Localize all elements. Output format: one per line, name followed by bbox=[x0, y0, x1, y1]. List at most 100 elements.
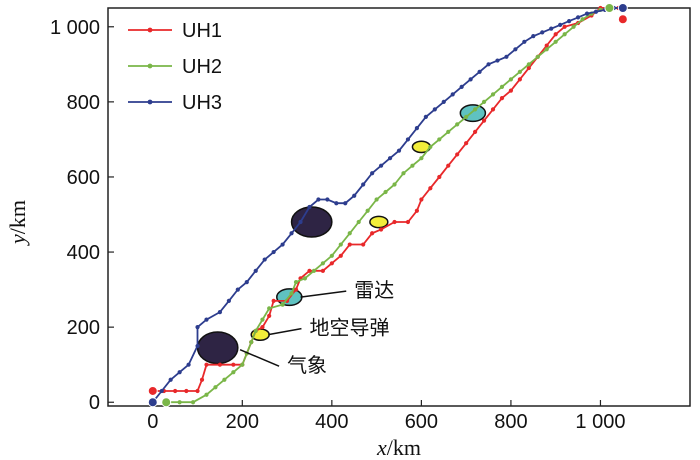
data-point-uh1 bbox=[370, 231, 375, 236]
data-point-uh1 bbox=[464, 141, 469, 146]
end-marker-uh3 bbox=[617, 3, 628, 13]
data-point-uh1 bbox=[481, 118, 487, 123]
plot-frame bbox=[107, 7, 691, 407]
annotation-leader bbox=[300, 290, 347, 298]
data-point-uh1 bbox=[361, 242, 366, 247]
data-point-uh1 bbox=[293, 287, 299, 292]
data-point-uh3 bbox=[522, 39, 527, 44]
weather-obstacle bbox=[290, 206, 333, 238]
data-point-uh2 bbox=[302, 276, 308, 281]
series-lines bbox=[147, 3, 628, 408]
annotation-label: 地空导弹 bbox=[309, 316, 389, 340]
x-tick-label: 400 bbox=[315, 411, 348, 433]
annotation-label: 雷达 bbox=[354, 278, 394, 302]
annotation-label: 气象 bbox=[287, 353, 327, 377]
data-point-uh3 bbox=[204, 317, 209, 322]
data-point-uh1 bbox=[490, 107, 496, 112]
legend-label-uh1: UH1 bbox=[182, 20, 222, 42]
data-point-uh3 bbox=[567, 19, 572, 24]
data-point-uh3 bbox=[423, 114, 428, 119]
data-point-uh2 bbox=[253, 328, 258, 334]
data-point-uh3 bbox=[271, 249, 276, 255]
data-point-uh3 bbox=[217, 310, 223, 315]
data-point-uh2 bbox=[464, 114, 469, 119]
data-point-uh2 bbox=[544, 47, 549, 52]
data-point-uh3 bbox=[513, 47, 518, 52]
data-point-uh3 bbox=[262, 257, 267, 262]
data-point-uh1 bbox=[231, 362, 236, 367]
data-point-uh1 bbox=[392, 219, 397, 225]
axis-ticks: 0 200 400 600 800 1 000 0 200 400 600 800 1 000 bbox=[50, 17, 626, 433]
data-point-uh3 bbox=[540, 30, 545, 35]
data-point-uh1 bbox=[271, 298, 276, 303]
data-point-uh1 bbox=[499, 96, 505, 101]
data-point-uh2 bbox=[490, 92, 496, 97]
data-point-uh3 bbox=[195, 343, 200, 349]
data-point-uh2 bbox=[392, 182, 397, 187]
data-point-uh1 bbox=[173, 388, 178, 394]
data-point-uh2 bbox=[190, 400, 196, 405]
data-point-uh1 bbox=[347, 242, 352, 247]
legend-label-uh3: UH3 bbox=[182, 92, 222, 114]
data-point-uh2 bbox=[289, 291, 294, 296]
data-point-uh2 bbox=[320, 261, 325, 266]
data-point-uh2 bbox=[428, 144, 433, 150]
data-point-uh2 bbox=[455, 122, 460, 127]
data-point-uh1 bbox=[455, 152, 460, 157]
data-point-uh3 bbox=[235, 287, 240, 292]
end-marker-uh1 bbox=[617, 14, 628, 25]
data-point-uh2 bbox=[213, 385, 218, 390]
data-point-uh1 bbox=[414, 208, 420, 213]
data-point-uh3 bbox=[298, 219, 303, 225]
data-point-uh1 bbox=[517, 77, 522, 82]
data-point-uh1 bbox=[267, 313, 272, 318]
data-point-uh2 bbox=[280, 302, 285, 307]
data-point-uh3 bbox=[352, 193, 357, 198]
data-point-uh2 bbox=[401, 171, 406, 176]
legend-marker-uh1 bbox=[147, 27, 153, 33]
data-point-uh3 bbox=[168, 377, 173, 382]
data-point-uh3 bbox=[280, 242, 285, 247]
data-point-uh3 bbox=[289, 231, 294, 236]
data-point-uh2 bbox=[473, 107, 478, 112]
data-point-uh3 bbox=[253, 268, 258, 273]
data-point-uh2 bbox=[338, 242, 343, 247]
data-point-uh2 bbox=[222, 377, 227, 382]
y-tick-label: 200 bbox=[67, 317, 100, 339]
data-point-uh3 bbox=[575, 15, 581, 20]
data-point-uh3 bbox=[159, 388, 164, 394]
data-point-uh2 bbox=[508, 77, 514, 82]
data-point-uh3 bbox=[450, 92, 455, 97]
data-point-uh3 bbox=[316, 197, 321, 202]
data-point-uh2 bbox=[267, 306, 272, 311]
data-point-uh2 bbox=[517, 69, 522, 74]
weather-obstacle bbox=[196, 331, 239, 365]
y-tick-label: 0 bbox=[89, 392, 100, 414]
annotation-leader bbox=[268, 327, 302, 336]
data-point-uh3 bbox=[396, 148, 402, 153]
data-point-uh3 bbox=[405, 137, 411, 142]
data-point-uh2 bbox=[374, 197, 379, 202]
data-point-uh3 bbox=[244, 279, 249, 285]
data-point-uh2 bbox=[249, 340, 254, 345]
data-point-uh2 bbox=[293, 279, 299, 285]
data-point-uh2 bbox=[446, 129, 451, 135]
y-tick-label: 1 000 bbox=[50, 17, 100, 39]
data-point-uh3 bbox=[226, 298, 231, 303]
data-point-uh3 bbox=[459, 84, 464, 89]
y-tick-label: 800 bbox=[67, 92, 100, 114]
data-point-uh3 bbox=[195, 325, 200, 330]
legend-label-uh2: UH2 bbox=[182, 56, 222, 78]
data-point-uh1 bbox=[553, 32, 558, 37]
start-marker-uh3 bbox=[147, 397, 158, 408]
data-point-uh2 bbox=[240, 362, 245, 367]
data-point-uh1 bbox=[378, 227, 384, 232]
data-point-uh2 bbox=[329, 253, 334, 258]
data-point-uh1 bbox=[307, 268, 312, 273]
data-point-uh3 bbox=[387, 156, 393, 161]
missile-obstacle bbox=[369, 215, 389, 229]
data-point-uh2 bbox=[347, 231, 352, 236]
data-point-uh2 bbox=[260, 317, 265, 322]
